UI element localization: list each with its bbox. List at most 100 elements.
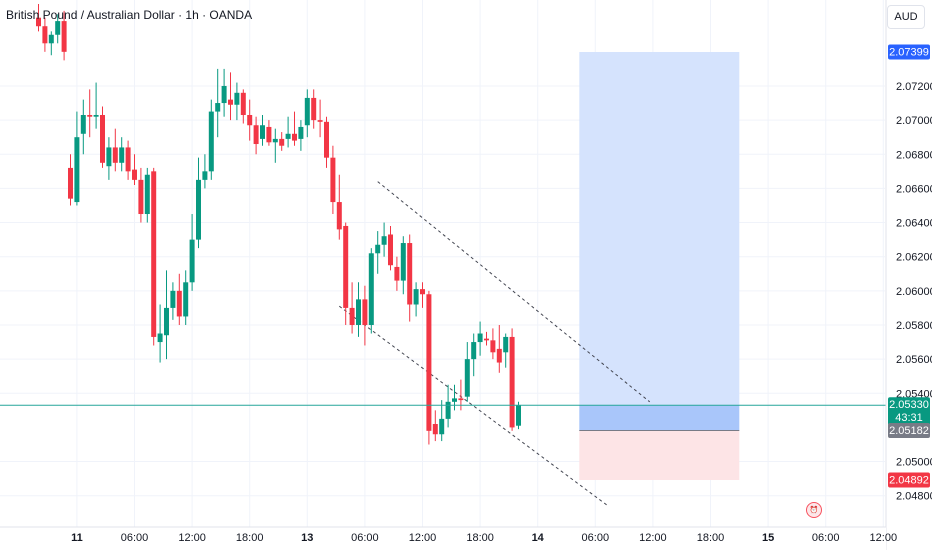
candle-up: [157, 304, 163, 363]
candle-up: [471, 333, 477, 377]
candle-body: [285, 133, 291, 139]
x-tick-label: 12:00: [178, 532, 206, 544]
candle-down: [324, 116, 329, 168]
x-axis-bg: [0, 527, 886, 550]
candle-body: [439, 418, 445, 435]
candle-body: [125, 147, 131, 172]
y-tick-label: 2.06800: [896, 149, 932, 161]
target-price-tag: 2.07399: [888, 44, 930, 60]
x-tick-label: 06:00: [121, 532, 149, 544]
candle-down: [317, 99, 323, 138]
entry-zone: [579, 405, 740, 431]
candle-down: [151, 167, 157, 346]
candle-body: [407, 243, 413, 305]
candle-down: [132, 154, 137, 185]
candle-down: [253, 116, 259, 155]
candle-body: [375, 244, 381, 254]
candle-body: [336, 202, 342, 230]
position-zones: [579, 52, 740, 480]
y-axis-ticks: 2.048002.050002.054002.056002.058002.060…: [896, 81, 932, 503]
candle-up: [196, 157, 201, 249]
candle-body: [74, 137, 80, 203]
candle-up: [74, 111, 80, 206]
candle-up: [106, 137, 112, 180]
candle-body: [55, 21, 61, 35]
candle-body: [228, 99, 233, 105]
candle-body: [445, 401, 451, 419]
candle-body: [388, 234, 393, 266]
candle-body: [272, 138, 278, 143]
y-axis-bg: [886, 0, 932, 550]
candle-up: [272, 128, 278, 163]
candle-up: [375, 231, 381, 274]
candle-down: [388, 225, 393, 271]
candle-down: [362, 285, 368, 346]
x-tick-label: 12:00: [639, 532, 667, 544]
candle-body: [490, 340, 496, 353]
candle-body: [48, 34, 54, 44]
candle-body: [119, 147, 125, 163]
candle-down: [336, 174, 342, 240]
current-price-tag-text: 2.05330: [889, 399, 929, 411]
candle-body: [496, 348, 502, 363]
candle-down: [42, 17, 48, 52]
candle-body: [42, 26, 48, 44]
candle-up: [400, 236, 406, 295]
candle-body: [164, 307, 169, 336]
candle-up: [298, 120, 304, 151]
candle-body: [452, 398, 457, 402]
candle-down: [343, 222, 349, 325]
candle-body: [247, 114, 253, 126]
candle-up: [452, 384, 457, 411]
candle-body: [68, 167, 73, 199]
candle-down: [311, 89, 317, 129]
candle-down: [330, 145, 336, 215]
candle-body: [93, 114, 99, 117]
candle-body: [317, 120, 323, 122]
candle-down: [176, 273, 182, 325]
candle-up: [202, 154, 208, 189]
candlesticks: [36, 4, 521, 445]
candle-body: [432, 424, 438, 435]
candle-body: [208, 111, 214, 172]
candle-body: [138, 179, 144, 215]
candle-up: [221, 68, 227, 117]
stop-price-tag-bg: [888, 472, 930, 488]
x-tick-label: 06:00: [812, 532, 840, 544]
candle-body: [464, 359, 470, 397]
candle-down: [228, 72, 233, 121]
candle-down: [112, 128, 118, 172]
alert-clock-icon[interactable]: ⏰: [806, 502, 822, 518]
x-tick-label: 18:00: [236, 532, 264, 544]
candle-down: [36, 4, 41, 32]
currency-button[interactable]: AUD: [887, 5, 925, 29]
candle-body: [349, 307, 355, 325]
candle-down: [426, 290, 432, 445]
candle-down: [394, 256, 400, 291]
candle-body: [215, 103, 221, 112]
y-tick-label: 2.04800: [896, 491, 932, 503]
candle-down: [496, 324, 502, 373]
candle-body: [112, 147, 118, 163]
candle-down: [240, 89, 246, 124]
x-tick-label: 12:00: [409, 532, 437, 544]
stop-price-tag: 2.04892: [888, 472, 930, 488]
y-tick-label: 2.06400: [896, 218, 932, 230]
x-tick-label: 11: [71, 532, 83, 544]
candle-body: [477, 333, 483, 343]
candle-up: [55, 14, 61, 44]
entry-price-tag: 2.05182: [888, 422, 930, 438]
candle-down: [100, 106, 105, 168]
candle-down: [432, 410, 438, 442]
candle-body: [144, 174, 150, 215]
candle-body: [509, 336, 515, 428]
candle-body: [304, 97, 310, 126]
current-price-tag-text: 43:31: [895, 412, 923, 424]
candle-up: [413, 282, 419, 317]
candle-down: [407, 234, 413, 322]
candle-body: [266, 126, 272, 143]
candle-body: [61, 21, 67, 52]
candle-body: [381, 236, 387, 245]
